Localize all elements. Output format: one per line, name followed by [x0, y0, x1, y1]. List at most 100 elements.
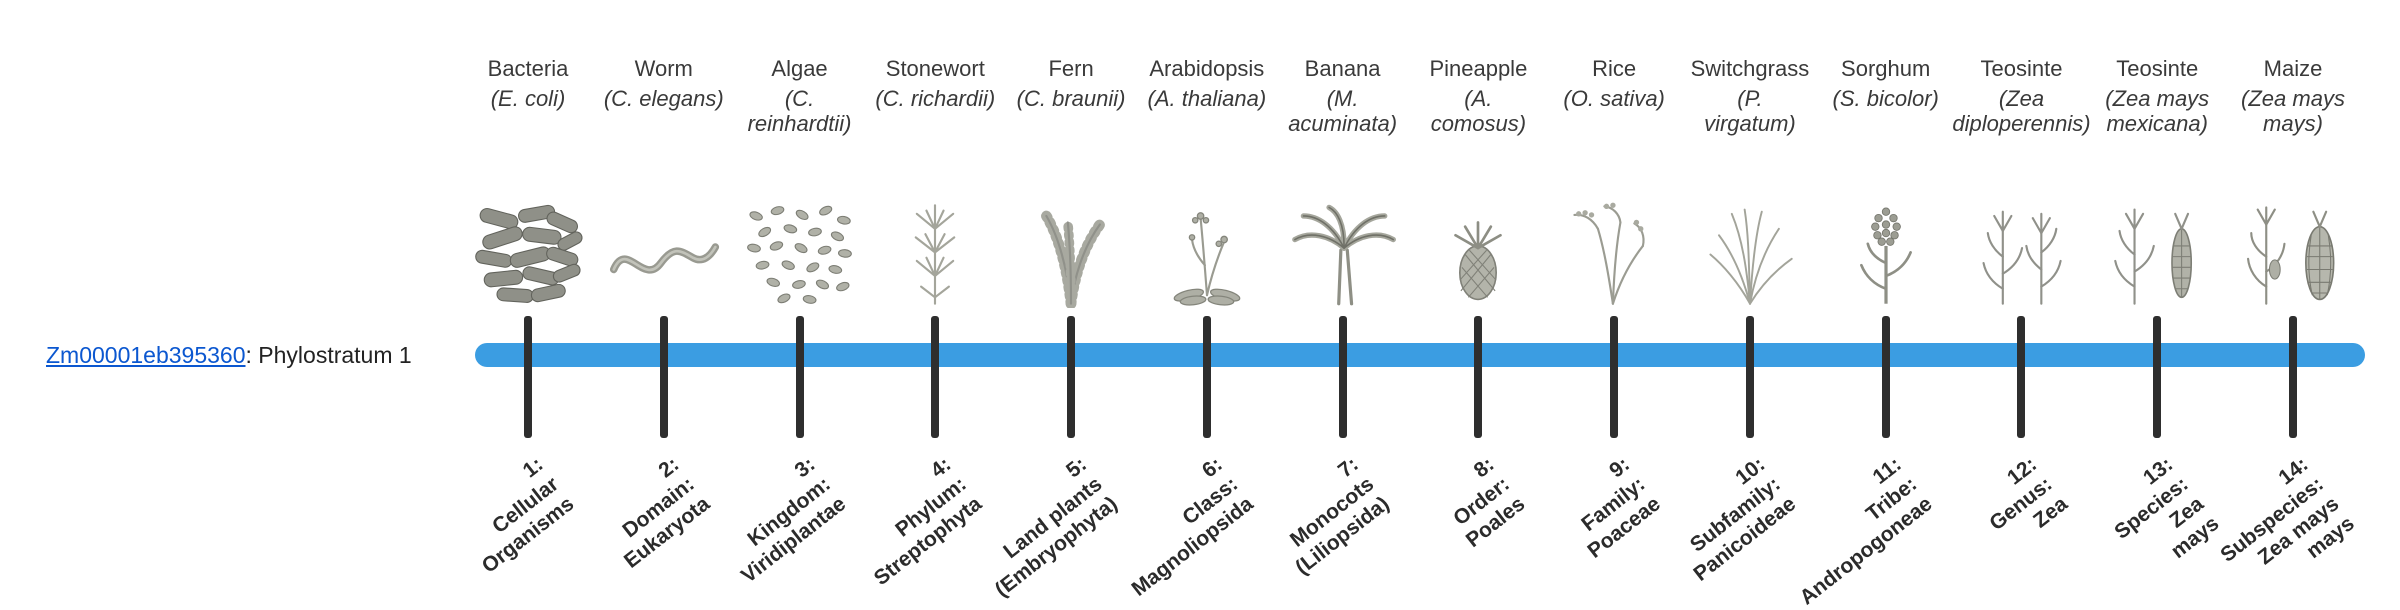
organism-name: Sorghum	[1841, 56, 1931, 81]
tick-mark	[1474, 316, 1483, 438]
organism-scientific-name: (Zea mays mays)	[2241, 86, 2345, 136]
maize-icon	[2234, 201, 2352, 308]
organism-name: Rice	[1592, 56, 1637, 81]
organism-name: Teosinte	[1980, 56, 2063, 81]
tick-mark	[1067, 316, 1076, 438]
stratum-label-text: 7: Monocots (Liliopsida)	[1259, 452, 1393, 580]
phylostrata-viewer: Zm00001eb395360: Phylostratum 1 Bacteria…	[46, 56, 2373, 609]
organism-name: Arabidopsis	[1149, 56, 1265, 81]
scientific-name-line: (A.	[1464, 86, 1493, 111]
organism-column: Teosinte (Zea diploperennis)	[1941, 56, 2101, 308]
organism-name: Banana	[1304, 56, 1381, 81]
organism-name: Worm	[634, 56, 693, 81]
scientific-name-line: (P.	[1737, 86, 1763, 111]
tick-mark	[524, 316, 532, 438]
organism-column: Switchgrass (P. virgatum)	[1670, 56, 1830, 308]
scientific-name-line: acuminata)	[1288, 111, 1398, 136]
organism-scientific-name: (C. reinhardtii)	[748, 86, 852, 136]
tick-mark	[1881, 316, 1890, 438]
teosinte-ear-icon	[2098, 201, 2216, 308]
tick-mark	[2289, 316, 2297, 438]
organism-scientific-name: (C. richardii)	[875, 86, 995, 111]
bacteria-icon	[469, 201, 587, 308]
organism-scientific-name: (O. sativa)	[1563, 86, 1664, 111]
teosinte-icon	[1962, 201, 2080, 308]
organism-column: Teosinte (Zea mays mexicana)	[2077, 56, 2237, 308]
organism-column: Banana (M. acuminata)	[1263, 56, 1423, 308]
scientific-name-line: (E. coli)	[490, 86, 566, 111]
tick-mark	[1610, 316, 1619, 438]
timeline-bar	[475, 343, 2365, 367]
scientific-name-line: (O. sativa)	[1563, 86, 1665, 111]
organism-scientific-name: (A. comosus)	[1431, 86, 1526, 136]
stratum-label-text: 3: Kingdom: Viridiplantae	[706, 452, 851, 588]
organism-column: Worm (C. elegans)	[584, 56, 744, 308]
organism-name: Teosinte	[2116, 56, 2199, 81]
scientific-name-line: (C. elegans)	[603, 86, 724, 111]
stratum-label-text: 8: Order: Poales	[1430, 452, 1530, 553]
scientific-name-line: (A. thaliana)	[1147, 86, 1267, 111]
algae-icon	[741, 201, 859, 308]
scientific-name-line: diploperennis)	[1952, 111, 2091, 136]
phylostratum-text: : Phylostratum 1	[245, 342, 412, 368]
organism-column: Pineapple (A. comosus)	[1398, 56, 1558, 308]
organism-name: Switchgrass	[1690, 56, 1810, 81]
organism-scientific-name: (C. braunii)	[1017, 86, 1126, 111]
organism-name: Maize	[2263, 56, 2323, 81]
scientific-name-line: mexicana)	[2106, 111, 2208, 136]
organism-name: Stonewort	[885, 56, 985, 81]
scientific-name-line: (Zea	[1998, 86, 2045, 111]
banana-icon	[1284, 201, 1402, 308]
scientific-name-line: (C.	[784, 86, 815, 111]
tick-mark	[2153, 316, 2162, 438]
sorghum-icon	[1827, 201, 1945, 308]
organism-column: Sorghum (S. bicolor)	[1806, 56, 1966, 308]
organism-column: Bacteria (E. coli)	[448, 56, 608, 308]
organism-name: Fern	[1048, 56, 1094, 81]
tick-mark	[1202, 316, 1211, 438]
scientific-name-line: comosus)	[1430, 111, 1527, 136]
fern-icon	[1012, 201, 1130, 310]
worm-icon	[605, 201, 723, 308]
tick-mark	[795, 316, 804, 438]
organism-scientific-name: (S. bicolor)	[1833, 86, 1939, 111]
scientific-name-line: (M.	[1326, 86, 1359, 111]
stratum-label-text: 4: Phylum: Streptophyta	[838, 452, 986, 591]
switchgrass-icon	[1691, 201, 1809, 308]
scientific-name-line: virgatum)	[1704, 111, 1796, 136]
organism-name: Bacteria	[487, 56, 569, 81]
organism-scientific-name: (E. coli)	[491, 86, 566, 111]
organism-column: Rice (O. sativa)	[1534, 56, 1694, 308]
scientific-name-line: (S. bicolor)	[1832, 86, 1939, 111]
stratum-label-text: 13: Species: Zea mays	[2094, 452, 2224, 584]
tick-mark	[1338, 316, 1347, 438]
pineapple-icon	[1419, 201, 1537, 308]
tick-mark	[931, 316, 940, 438]
stratum-label-text: 2: Domain: Eukaryota	[589, 452, 715, 574]
tick-mark	[2017, 316, 2026, 438]
organism-scientific-name: (P. virgatum)	[1704, 86, 1796, 136]
arabidopsis-icon	[1148, 201, 1266, 308]
organism-column: Maize (Zea mays mays)	[2213, 56, 2373, 308]
organism-column: Stonewort (C. richardii)	[855, 56, 1015, 308]
stonewort-icon	[876, 201, 994, 308]
stratum-label-text: 1: Cellular Organisms	[447, 452, 580, 579]
scientific-name-line: (Zea mays	[2105, 86, 2210, 111]
stratum-label-text: 11: Tribe: Andropogoneae	[1764, 452, 1937, 610]
tick-mark	[659, 316, 668, 438]
stratum-label-text: 14: Subspecies: Zea mays mays	[2201, 452, 2360, 607]
gene-id-link[interactable]: Zm00001eb395360	[46, 342, 246, 368]
organism-column: Algae (C. reinhardtii)	[720, 56, 880, 308]
stratum-label-text: 12: Genus: Zea	[1969, 452, 2072, 556]
scientific-name-line: (Zea mays	[2241, 86, 2345, 111]
stratum-label-text: 6: Class: Magnoliopsida	[1096, 452, 1258, 602]
rice-icon	[1555, 201, 1673, 308]
organism-name: Algae	[771, 56, 828, 81]
scientific-name-line: (C. richardii)	[875, 86, 996, 111]
scientific-name-line: (C. braunii)	[1016, 86, 1126, 111]
gene-label: Zm00001eb395360: Phylostratum 1	[46, 342, 412, 368]
organism-column: Arabidopsis (A. thaliana)	[1127, 56, 1287, 308]
organism-name: Pineapple	[1429, 56, 1528, 81]
organism-column: Fern (C. braunii)	[991, 56, 1151, 310]
organism-scientific-name: (M. acuminata)	[1288, 86, 1397, 136]
